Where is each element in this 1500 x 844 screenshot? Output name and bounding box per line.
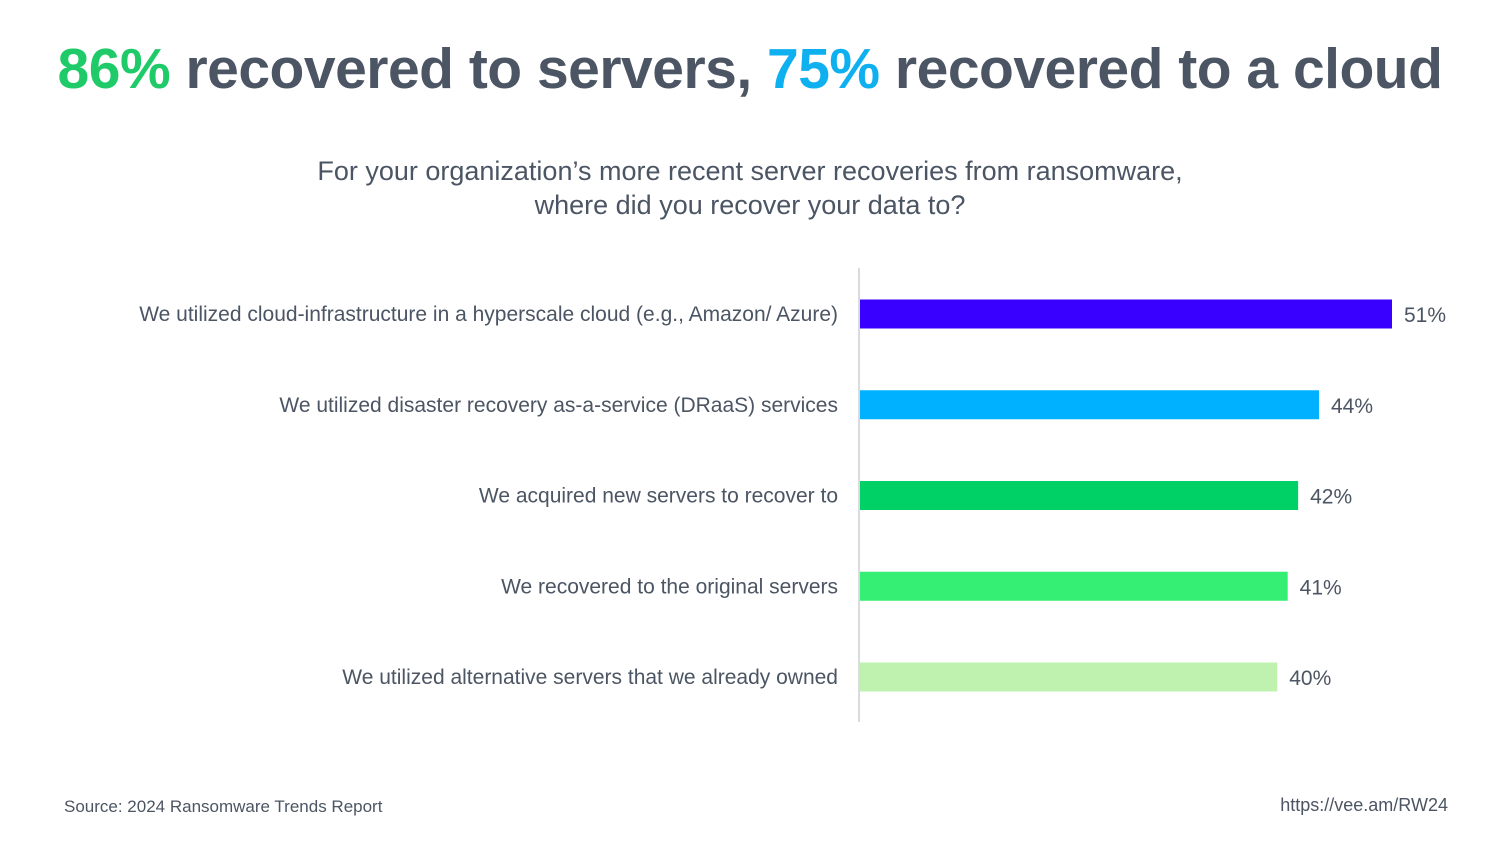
chart-question-line-1: For your organization’s more recent serv… <box>317 156 1183 186</box>
headline-cloud-text: recovered to a cloud <box>879 37 1443 101</box>
bar <box>860 571 1288 601</box>
headline-servers-percent: 86% <box>57 37 171 101</box>
bar <box>860 299 1392 329</box>
chart-question: For your organization’s more recent serv… <box>0 154 1500 222</box>
bar <box>860 390 1319 420</box>
headline-cloud-percent: 75% <box>767 37 880 101</box>
source-note: Source: 2024 Ransomware Trends Report <box>64 797 383 816</box>
value-label: 51% <box>1404 304 1446 327</box>
category-label: We utilized cloud-infrastructure in a hy… <box>139 303 838 326</box>
bar <box>860 662 1278 692</box>
category-label: We utilized disaster recovery as-a-servi… <box>279 394 838 417</box>
value-label: 42% <box>1310 486 1352 509</box>
value-label: 41% <box>1300 576 1342 599</box>
bar <box>860 481 1299 510</box>
category-label: We acquired new servers to recover to <box>479 485 838 508</box>
chart-question-line-2: where did you recover your data to? <box>534 190 966 220</box>
headline-servers-text: recovered to servers, <box>170 37 767 101</box>
chart-headline: 86% recovered to servers, 75% recovered … <box>0 36 1500 102</box>
report-link[interactable]: https://vee.am/RW24 <box>1280 795 1448 815</box>
value-label: 44% <box>1331 395 1373 418</box>
category-label: We utilized alternative servers that we … <box>342 666 838 689</box>
value-label: 40% <box>1289 667 1331 690</box>
category-label: We recovered to the original servers <box>501 575 838 598</box>
